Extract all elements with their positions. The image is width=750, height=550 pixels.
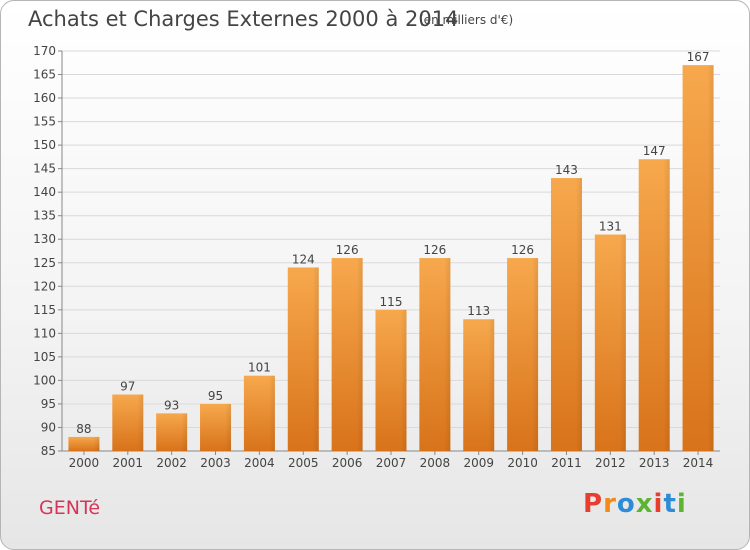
- bar-value-label: 126: [336, 243, 359, 257]
- bar-value-label: 97: [120, 380, 135, 394]
- y-tick-label: 105: [33, 350, 56, 364]
- x-tick-label: 2012: [595, 456, 626, 470]
- logo-letter: P: [583, 489, 604, 519]
- logo-letter: x: [635, 489, 654, 519]
- chart-title: Achats et Charges Externes 2000 à 2014: [28, 7, 459, 31]
- y-tick-label: 130: [33, 232, 56, 246]
- bar-value-label: 93: [164, 398, 179, 412]
- x-tick-label: 2008: [420, 456, 451, 470]
- logo-letter: i: [676, 489, 687, 519]
- y-tick-label: 140: [33, 185, 56, 199]
- y-tick-label: 85: [41, 444, 56, 458]
- y-tick-label: 95: [41, 397, 56, 411]
- proxiti-logo: Proxiti: [583, 489, 687, 519]
- y-tick-label: 110: [33, 326, 56, 340]
- y-tick-label: 90: [41, 420, 56, 434]
- x-tick-label: 2007: [376, 456, 407, 470]
- chart-unit: (en milliers d'€): [419, 13, 514, 27]
- bar-shade: [356, 258, 363, 451]
- bar-value-label: 124: [292, 252, 315, 266]
- bar-shade: [137, 394, 144, 451]
- y-tick-label: 165: [33, 68, 56, 82]
- x-tick-label: 2006: [332, 456, 363, 470]
- y-tick-label: 135: [33, 209, 56, 223]
- bar-value-label: 126: [511, 243, 534, 257]
- bar-shade: [663, 159, 670, 451]
- bar-value-label: 101: [248, 361, 271, 375]
- x-tick-label: 2014: [683, 456, 714, 470]
- x-tick-label: 2002: [156, 456, 187, 470]
- commune-name: GENTé: [39, 497, 101, 519]
- y-tick-label: 160: [33, 91, 56, 105]
- bar-value-label: 143: [555, 163, 578, 177]
- y-tick-label: 150: [33, 138, 56, 152]
- y-tick-label: 100: [33, 373, 56, 387]
- x-tick-label: 2000: [69, 456, 100, 470]
- bar: [68, 436, 100, 451]
- bar-shade: [268, 375, 275, 451]
- bar-value-label: 95: [208, 389, 223, 403]
- bar-value-label: 126: [423, 243, 446, 257]
- bar-value-label: 88: [76, 422, 91, 436]
- bar-value-label: 167: [687, 50, 710, 64]
- bar-shade: [225, 403, 232, 451]
- bar-value-label: 131: [599, 220, 622, 234]
- bar-value-label: 115: [380, 295, 403, 309]
- bar-shade: [93, 436, 100, 451]
- y-tick-label: 145: [33, 162, 56, 176]
- x-tick-label: 2001: [113, 456, 144, 470]
- y-tick-label: 115: [33, 303, 56, 317]
- y-tick-label: 125: [33, 256, 56, 270]
- x-tick-label: 2005: [288, 456, 319, 470]
- y-tick-label: 155: [33, 115, 56, 129]
- bar-value-label: 113: [467, 304, 490, 318]
- bar-value-label: 147: [643, 144, 666, 158]
- bar-shade: [181, 413, 188, 451]
- x-tick-label: 2011: [551, 456, 582, 470]
- x-tick-label: 2013: [639, 456, 670, 470]
- logo-letter: t: [663, 489, 677, 519]
- x-tick-label: 2004: [244, 456, 275, 470]
- x-tick-label: 2010: [507, 456, 538, 470]
- bar-shade: [707, 65, 714, 451]
- x-tick-label: 2009: [463, 456, 494, 470]
- logo-letter: o: [616, 489, 636, 519]
- y-tick-label: 170: [33, 44, 56, 58]
- bar-shade: [312, 267, 319, 451]
- logo-letter: r: [603, 489, 617, 519]
- bar-shade: [400, 309, 407, 451]
- bar-shade: [575, 178, 582, 451]
- bar-shade: [444, 258, 451, 451]
- bar-shade: [488, 319, 495, 451]
- logo-letter: i: [653, 489, 664, 519]
- bar-shade: [619, 234, 626, 451]
- bar-shade: [532, 258, 539, 451]
- y-tick-label: 120: [33, 279, 56, 293]
- x-tick-label: 2003: [200, 456, 231, 470]
